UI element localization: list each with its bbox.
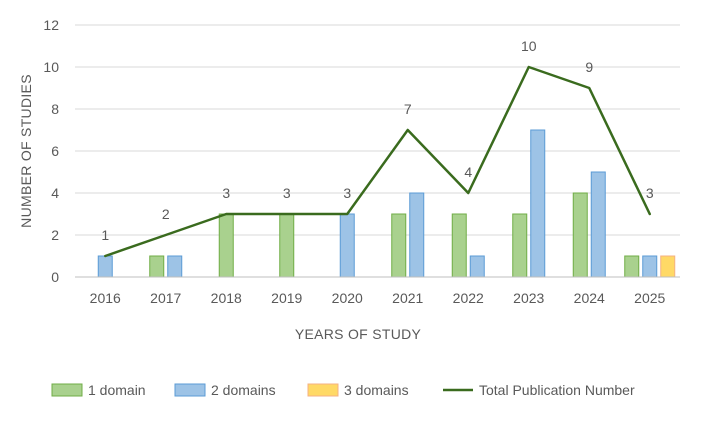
- point-label-2019: 3: [283, 185, 291, 201]
- bar-3-domains-2025: [660, 255, 676, 278]
- bar-2-domains-2025: [642, 255, 658, 278]
- legend-label-3-domains: 3 domains: [344, 382, 409, 398]
- x-tick-label-2020: 2020: [332, 290, 363, 306]
- bar-1-domain-2017: [149, 255, 165, 278]
- point-labels: 1 2 3 3 3 7 4 10 9 3: [101, 38, 654, 243]
- legend-label-2-domains: 2 domains: [211, 382, 276, 398]
- bar-1-domain-2019: [279, 213, 295, 278]
- point-label-2018: 3: [222, 185, 230, 201]
- x-tick-label-2025: 2025: [634, 290, 665, 306]
- bar-1-domain-2018: [218, 213, 234, 278]
- bar-2-domains-2024: [590, 171, 606, 278]
- legend: 1 domain 2 domains 3 domains Total Publicat…: [51, 382, 635, 398]
- legend-swatch-1-domain: [51, 383, 83, 397]
- bar-2-domains-2023: [530, 129, 546, 278]
- bar-2-domains-2021: [409, 192, 425, 278]
- legend-label-1-domain: 1 domain: [88, 382, 146, 398]
- x-tick-label-2023: 2023: [513, 290, 544, 306]
- gridlines: [75, 24, 680, 236]
- bar-1-domain-2024: [572, 192, 588, 278]
- point-label-2016: 1: [101, 227, 109, 243]
- point-label-2017: 2: [162, 206, 170, 222]
- bar-2-domains-2016: [97, 255, 113, 278]
- y-tick-label-4: 4: [51, 185, 59, 201]
- bar-2-domains-2022: [469, 255, 485, 278]
- point-label-2022: 4: [464, 164, 472, 180]
- point-label-2021: 7: [404, 101, 412, 117]
- point-label-2024: 9: [585, 59, 593, 75]
- legend-swatch-3-domains: [307, 383, 339, 397]
- bar-1-domain-2021: [391, 213, 407, 278]
- x-tick-label-2022: 2022: [453, 290, 484, 306]
- x-tick-label-2017: 2017: [150, 290, 181, 306]
- x-tick-label-2024: 2024: [574, 290, 605, 306]
- y-axis-title: NUMBER OF STUDIES: [18, 74, 34, 228]
- legend-swatch-2-domains: [174, 383, 206, 397]
- bar-1-domain-2023: [512, 213, 528, 278]
- total-line: [104, 65, 651, 258]
- y-tick-label-0: 0: [51, 269, 59, 285]
- bars: [97, 129, 676, 278]
- y-tick-label-6: 6: [51, 143, 59, 159]
- legend-label-total-publication-number: Total Publication Number: [479, 382, 635, 398]
- x-tick-label-2021: 2021: [392, 290, 423, 306]
- y-tick-label-12: 12: [43, 17, 59, 33]
- bar-2-domains-2020: [339, 213, 355, 278]
- point-label-2023: 10: [521, 38, 537, 54]
- line-total-publication-number: [104, 65, 651, 258]
- point-label-2020: 3: [343, 185, 351, 201]
- x-tick-label-2019: 2019: [271, 290, 302, 306]
- point-label-2025: 3: [646, 185, 654, 201]
- bar-2-domains-2017: [167, 255, 183, 278]
- x-tick-label-2016: 2016: [90, 290, 121, 306]
- bar-1-domain-2022: [451, 213, 467, 278]
- x-axis-title: YEARS OF STUDY: [295, 326, 422, 342]
- y-tick-label-10: 10: [43, 59, 59, 75]
- y-tick-label-2: 2: [51, 227, 59, 243]
- x-tick-label-2018: 2018: [211, 290, 242, 306]
- y-tick-label-8: 8: [51, 101, 59, 117]
- bar-1-domain-2025: [624, 255, 640, 278]
